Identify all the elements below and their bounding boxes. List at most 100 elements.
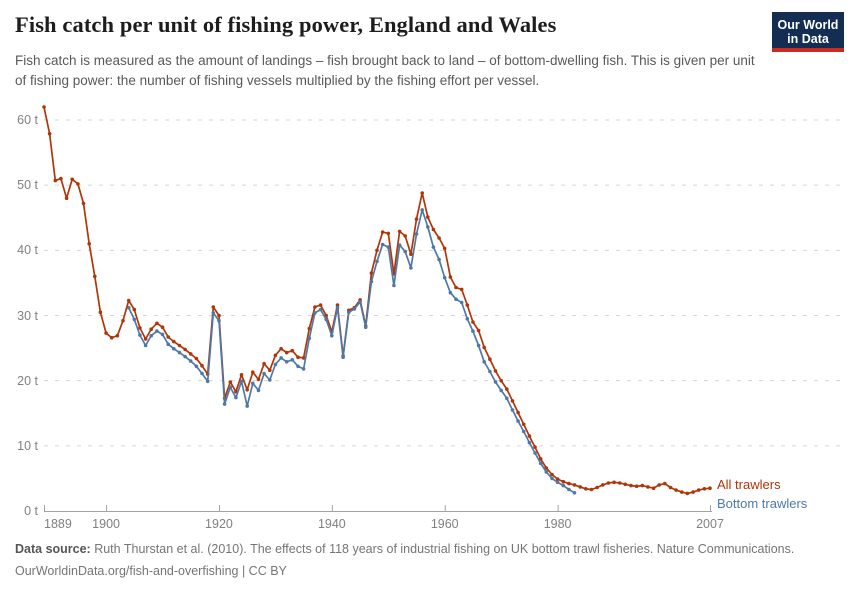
data-point <box>183 354 187 359</box>
owid-logo-stripe <box>772 48 844 52</box>
data-point <box>555 480 560 485</box>
data-point <box>138 326 142 330</box>
data-point <box>268 368 272 373</box>
data-point <box>234 389 238 394</box>
data-point <box>358 300 362 304</box>
data-point <box>685 491 690 496</box>
data-point <box>674 488 678 492</box>
data-point <box>544 470 549 474</box>
data-point <box>409 252 413 256</box>
data-point <box>183 347 187 352</box>
data-point <box>245 404 249 408</box>
data-point <box>262 371 266 376</box>
data-point <box>623 482 628 487</box>
data-point <box>149 333 153 338</box>
data-point <box>301 356 306 360</box>
data-point <box>499 388 504 393</box>
data-point <box>465 303 470 307</box>
data-point <box>426 215 430 219</box>
data-point <box>437 236 441 240</box>
data-point <box>222 402 227 406</box>
data-point <box>392 272 396 276</box>
data-point <box>138 333 142 337</box>
data-point <box>510 408 515 412</box>
data-point <box>143 337 148 341</box>
data-point <box>330 333 334 338</box>
data-point <box>301 367 306 371</box>
data-point <box>313 311 317 315</box>
footer-source-line: Data source: Ruth Thurstan et al. (2010)… <box>15 541 835 557</box>
data-point <box>431 245 436 249</box>
data-point <box>544 466 549 470</box>
series-line <box>43 106 711 495</box>
y-tick-label: 30 t <box>17 308 38 323</box>
data-point <box>268 378 272 382</box>
data-point <box>279 346 283 351</box>
data-point <box>561 479 566 484</box>
data-point <box>290 348 295 353</box>
data-point <box>53 178 58 183</box>
data-point <box>200 363 204 368</box>
data-point <box>601 483 605 487</box>
y-tick-label: 50 t <box>17 178 38 193</box>
data-point <box>572 483 577 487</box>
data-point <box>668 485 673 490</box>
data-point <box>296 364 300 369</box>
legend-label-bottom-trawlers: Bottom trawlers <box>717 496 808 511</box>
data-point <box>369 271 374 275</box>
data-point <box>143 343 148 348</box>
data-point <box>166 342 170 347</box>
data-point <box>290 358 295 362</box>
data-point <box>386 245 391 249</box>
data-point <box>47 131 52 136</box>
data-point <box>459 287 464 292</box>
data-point <box>188 352 193 356</box>
data-point <box>442 246 447 251</box>
data-point <box>251 370 255 375</box>
data-point <box>279 356 283 360</box>
series-all-trawlers <box>42 105 712 496</box>
x-tick-label: 1960 <box>430 517 459 531</box>
data-point <box>87 242 91 246</box>
data-point <box>663 481 667 486</box>
data-point <box>239 379 244 384</box>
footer-license-line[interactable]: OurWorldinData.org/fish-and-overfishing … <box>15 564 287 578</box>
data-point <box>109 335 114 340</box>
data-point <box>76 182 80 186</box>
data-point <box>217 313 221 318</box>
data-point <box>380 230 385 234</box>
data-point <box>629 483 633 488</box>
data-point <box>442 275 447 280</box>
data-point <box>516 419 520 423</box>
data-point <box>640 483 645 488</box>
data-point <box>256 377 261 382</box>
data-point <box>115 333 120 338</box>
data-point <box>651 486 656 491</box>
data-point <box>256 388 261 393</box>
data-point <box>121 318 125 323</box>
data-point <box>589 487 594 492</box>
data-point <box>505 387 509 391</box>
data-point <box>397 243 402 247</box>
data-point <box>166 335 170 339</box>
data-point <box>488 357 492 362</box>
data-point <box>93 274 97 279</box>
data-point <box>273 353 278 358</box>
owid-logo[interactable]: Our World in Data <box>772 12 844 52</box>
data-point <box>318 307 323 312</box>
data-point <box>318 303 323 307</box>
y-tick-label: 60 t <box>17 113 38 127</box>
data-point <box>172 346 176 351</box>
series-bottom-trawlers <box>126 208 577 495</box>
data-point <box>550 472 554 477</box>
footer-source-text: Ruth Thurstan et al. (2010). The effects… <box>90 542 795 556</box>
data-point <box>493 369 498 373</box>
data-point <box>363 325 368 330</box>
data-point <box>59 176 63 181</box>
data-point <box>482 345 487 350</box>
data-point <box>634 484 639 489</box>
data-point <box>657 483 661 487</box>
data-point <box>476 343 481 348</box>
data-point <box>680 490 684 494</box>
